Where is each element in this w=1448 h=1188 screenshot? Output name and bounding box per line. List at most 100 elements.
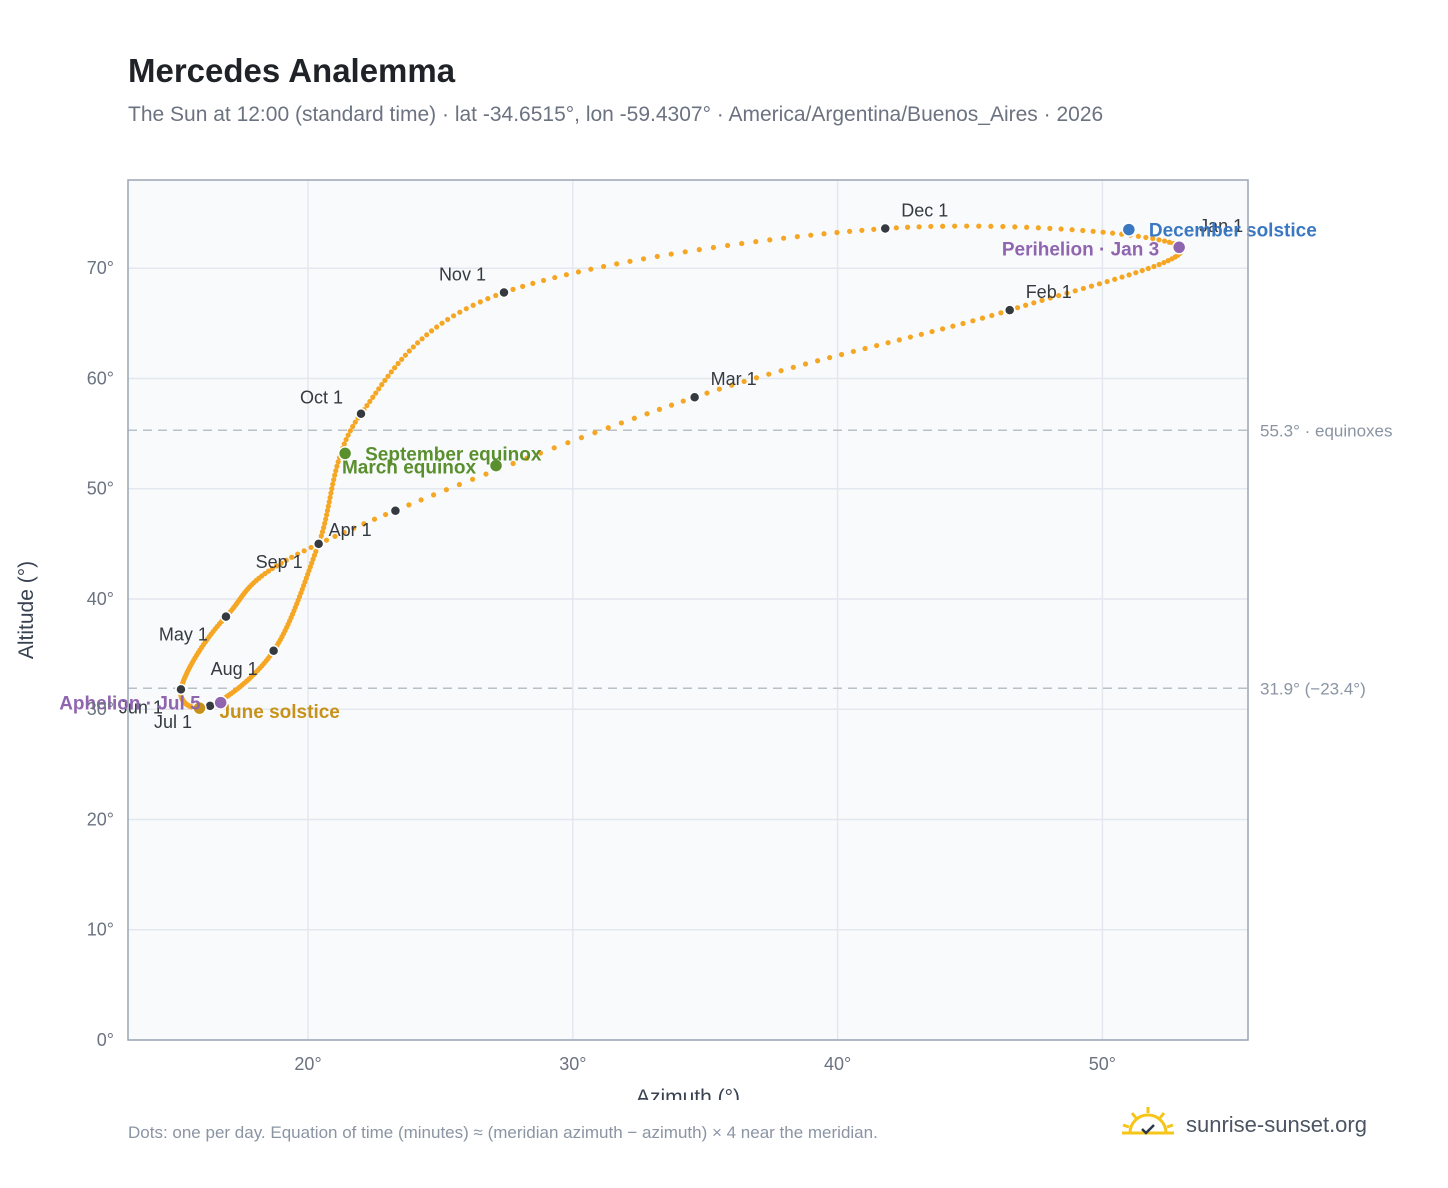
daily-dot — [940, 223, 946, 229]
daily-dot — [370, 394, 376, 400]
daily-dot — [753, 239, 759, 245]
daily-dot — [1151, 263, 1157, 270]
month-marker-label: May 1 — [159, 625, 208, 645]
daily-dot — [618, 420, 625, 426]
month-marker-label: Feb 1 — [1026, 282, 1072, 302]
event-label: September equinox — [365, 444, 542, 465]
daily-dot — [328, 490, 334, 496]
daily-dot — [445, 316, 451, 323]
daily-dot — [605, 425, 611, 431]
y-axis-label: Altitude (°) — [15, 561, 38, 659]
daily-dot — [428, 328, 435, 334]
daily-dot — [766, 371, 772, 377]
daily-dot — [424, 332, 430, 338]
daily-dot — [395, 360, 401, 367]
daily-dot — [1072, 288, 1078, 294]
daily-dot — [540, 277, 547, 284]
daily-dot — [893, 225, 899, 231]
daily-dot — [450, 313, 457, 319]
chart-title: Mercedes Analemma — [128, 52, 456, 89]
daily-dot — [402, 352, 409, 358]
daily-dot — [859, 227, 865, 233]
daily-dot — [871, 226, 877, 232]
daily-dot — [988, 223, 994, 229]
daily-dot — [493, 292, 499, 299]
daily-dot — [321, 524, 327, 531]
daily-dot — [334, 463, 340, 469]
daily-dot — [575, 269, 582, 275]
daily-dot — [318, 533, 324, 539]
daily-dot — [273, 563, 280, 569]
daily-dot — [1156, 237, 1162, 243]
x-axis-label: Azimuth (°) — [636, 1086, 740, 1100]
y-tick-label: 30° — [87, 699, 114, 719]
daily-dot — [382, 511, 389, 518]
month-marker — [267, 645, 280, 657]
daily-dot — [1064, 290, 1070, 296]
daily-dot — [989, 312, 995, 319]
daily-dot — [415, 340, 421, 346]
daily-dot — [324, 512, 330, 518]
daily-dot — [1012, 224, 1018, 230]
daily-dot — [457, 309, 463, 315]
daily-dot — [485, 296, 491, 302]
date-marker — [389, 505, 402, 517]
daily-dot — [821, 231, 827, 237]
x-tick-label: 50° — [1089, 1054, 1116, 1074]
daily-dot — [325, 503, 331, 509]
daily-dot — [463, 306, 469, 312]
y-tick-label: 0° — [97, 1030, 114, 1050]
daily-dot — [781, 235, 787, 241]
daily-dot — [850, 348, 856, 355]
daily-dot — [376, 386, 382, 392]
daily-dot — [470, 476, 476, 482]
daily-dot — [802, 361, 809, 367]
daily-dot — [1069, 227, 1075, 233]
month-marker-label: Oct 1 — [300, 388, 343, 408]
daily-dot — [885, 340, 891, 346]
daily-dot — [1024, 224, 1030, 230]
daily-dot — [331, 477, 337, 483]
month-marker-label: Dec 1 — [901, 201, 948, 221]
daily-dot — [1119, 274, 1125, 280]
daily-dot — [631, 415, 637, 421]
daily-dot — [1161, 259, 1167, 266]
daily-dot — [319, 529, 326, 535]
daily-dot — [729, 382, 735, 388]
daily-dot — [1166, 239, 1172, 245]
daily-dot — [373, 390, 379, 396]
daily-dot — [392, 365, 398, 371]
daily-dot — [323, 537, 330, 543]
month-marker-label: Jun 1 — [119, 697, 163, 717]
daily-dot — [382, 377, 388, 384]
daily-dot — [929, 328, 935, 335]
daily-dot — [330, 481, 336, 487]
brand[interactable]: sunrise-sunset.org — [1120, 1103, 1367, 1147]
y-tick-label: 70° — [87, 258, 114, 278]
y-tick-label: 50° — [87, 479, 114, 499]
daily-dot — [431, 492, 437, 498]
daily-dot — [470, 302, 476, 308]
daily-dot — [640, 256, 647, 262]
chart-subtitle: The Sun at 12:00 (standard time) · lat -… — [128, 103, 1104, 126]
daily-dot — [1150, 235, 1156, 242]
daily-dot — [1000, 223, 1006, 230]
daily-dot — [565, 440, 571, 446]
daily-dot — [379, 382, 385, 388]
daily-dot — [520, 283, 526, 289]
daily-dot — [350, 423, 356, 430]
daily-dot — [1143, 234, 1149, 241]
footnote: Dots: one per day. Equation of time (min… — [128, 1123, 878, 1142]
daily-dot — [419, 336, 425, 342]
daily-dot — [335, 459, 341, 465]
daily-dot — [874, 342, 880, 349]
daily-dot — [477, 299, 483, 305]
brand-name: sunrise-sunset.org — [1186, 1112, 1367, 1137]
daily-dot — [1126, 272, 1132, 278]
month-marker-label: Jan 1 — [1199, 216, 1243, 236]
daily-dot — [1056, 292, 1062, 299]
daily-dot — [1100, 229, 1106, 235]
daily-dot — [308, 544, 314, 551]
event-marker — [1171, 240, 1187, 255]
daily-dot — [385, 373, 391, 379]
